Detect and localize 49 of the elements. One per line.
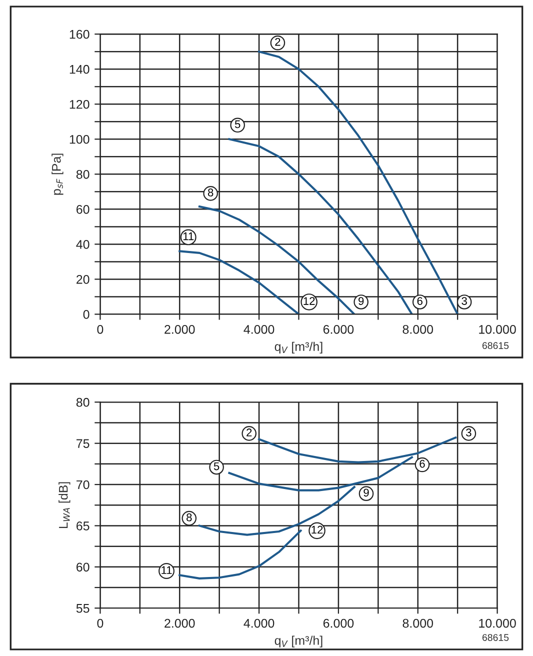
annotation: 6 xyxy=(417,297,422,305)
y-axis-title: L$_{WA}$ [dB] xyxy=(58,482,70,528)
x-tick-label: 4.000 xyxy=(244,618,274,628)
x-axis-title: q$_{V}$ [m³/h] xyxy=(274,342,322,354)
y-tick-label: 70 xyxy=(76,480,90,490)
annotation: 3 xyxy=(462,297,467,305)
y-tick-label: 75 xyxy=(76,439,90,448)
y-tick-label: 20 xyxy=(76,275,90,284)
annotation: 2 xyxy=(275,38,280,46)
y-tick-label: 40 xyxy=(76,240,90,249)
annotation: 5 xyxy=(214,462,220,470)
y-tick-label: 80 xyxy=(76,398,90,407)
annotation: 9 xyxy=(358,297,364,305)
x-tick-label: 6.000 xyxy=(323,618,354,628)
x-axis-title: q$_{V}$ [m³/h] xyxy=(274,636,322,648)
x-tick-label: 6.000 xyxy=(323,324,354,334)
x-tick-label: 8.000 xyxy=(402,324,434,334)
annotation: 8 xyxy=(186,513,192,522)
y-tick-label: 80 xyxy=(76,170,90,179)
x-tick-label: 8.000 xyxy=(402,618,434,628)
y-tick-label: 60 xyxy=(76,204,90,214)
annotation: 2 xyxy=(246,428,252,436)
y-tick-label: 160 xyxy=(70,30,90,39)
annotation: 8 xyxy=(208,188,214,196)
y-tick-label: 55 xyxy=(76,604,90,613)
y-axis-title: p$_{sF}$ [Pa] xyxy=(52,154,64,195)
x-tick-label: 4.000 xyxy=(244,324,274,334)
x-tick-label: 10.000 xyxy=(479,618,516,628)
y-tick-label: 60 xyxy=(76,562,90,572)
text: 68615 xyxy=(482,342,509,350)
annotation: 5 xyxy=(234,120,240,128)
x-tick-label: 0 xyxy=(97,618,104,628)
x-tick-label: 2.000 xyxy=(164,324,195,334)
x-tick-label: 0 xyxy=(97,324,104,334)
annotation: 6 xyxy=(420,460,425,468)
annotation: 9 xyxy=(364,488,369,497)
text: 68615 xyxy=(482,634,509,641)
y-tick-label: 100 xyxy=(70,134,90,144)
y-tick-label: 65 xyxy=(76,522,90,530)
y-tick-label: 0 xyxy=(83,310,90,319)
annotation: 11 xyxy=(162,566,172,574)
x-tick-label: 2.000 xyxy=(164,618,195,628)
y-tick-label: 120 xyxy=(70,100,90,109)
annotation: 11 xyxy=(183,232,194,240)
annotation: 3 xyxy=(466,428,472,436)
annotation: 12 xyxy=(304,297,315,305)
annotation: 12 xyxy=(312,526,323,534)
y-tick-label: 140 xyxy=(70,64,90,74)
x-tick-label: 10.000 xyxy=(479,324,516,334)
